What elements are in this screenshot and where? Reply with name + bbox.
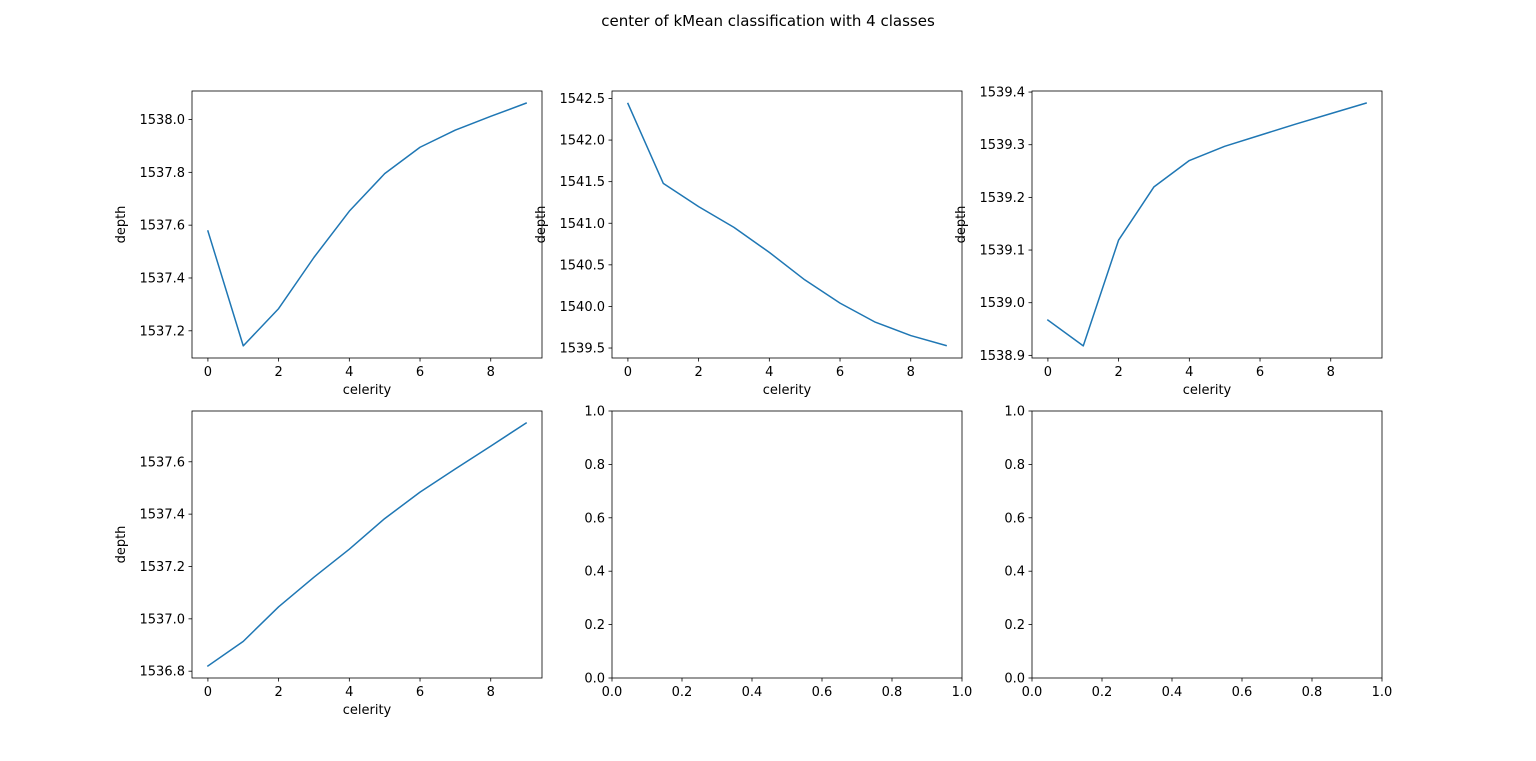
subplot-2: 0 2 4 6 8 1539.5 1540.0 1540.5 1541.0 1541.5 1542.… — [534, 90, 963, 398]
axes-frame — [1031, 90, 1383, 359]
y-tick-label: 1537.0 — [140, 612, 186, 627]
series-line — [206, 422, 528, 668]
x-tick-label: 0.4 — [742, 685, 763, 700]
x-tick-label: 6 — [416, 685, 424, 700]
y-tick-label: 1540.5 — [560, 258, 606, 273]
y-tick-label: 1537.2 — [140, 560, 186, 575]
y-tick-label: 0.6 — [1004, 511, 1025, 526]
y-tick-label: 0.8 — [584, 458, 605, 473]
y-tick-label: 1.0 — [584, 405, 605, 420]
subplots: 0 2 4 6 8 1537.2 1537.4 1537.6 1537.8 1538.0 celer… — [114, 86, 1392, 718]
y-tick-label: 0.4 — [584, 565, 605, 580]
x-axis-label: celerity — [343, 703, 392, 718]
x-axis-label: celerity — [1183, 383, 1232, 398]
figure-title: center of kMean classification with 4 cl… — [601, 12, 935, 30]
x-tick-label: 0 — [1044, 365, 1052, 380]
y-tick-label: 1537.4 — [140, 508, 186, 523]
y-tick-label: 1537.4 — [140, 271, 186, 286]
axes-frame — [1031, 410, 1383, 679]
series-line — [206, 102, 528, 347]
x-tick-label: 0 — [624, 365, 632, 380]
x-tick-label: 0.0 — [602, 685, 623, 700]
subplot-1: 0 2 4 6 8 1537.2 1537.4 1537.6 1537.8 1538.0 celer… — [114, 90, 543, 398]
y-tick-label: 1.0 — [1004, 405, 1025, 420]
x-tick-label: 0.6 — [812, 685, 833, 700]
x-tick-label: 0.2 — [672, 685, 693, 700]
subplot-5: 0.0 0.2 0.4 0.6 0.8 1.0 0.0 0.2 0.4 0.6 0.8 1.0 — [584, 405, 972, 701]
x-tick-label: 0.8 — [882, 685, 903, 700]
x-tick-label: 2 — [274, 365, 282, 380]
y-tick-label: 1539.4 — [980, 86, 1026, 101]
y-tick-label: 0.6 — [584, 511, 605, 526]
y-axis-label: depth — [954, 206, 969, 244]
x-tick-label: 6 — [836, 365, 844, 380]
x-tick-label: 4 — [1185, 365, 1193, 380]
y-tick-label: 1539.3 — [980, 138, 1026, 153]
y-tick-label: 1541.0 — [560, 217, 606, 232]
x-tick-label: 8 — [487, 685, 495, 700]
x-tick-label: 0 — [204, 365, 212, 380]
y-tick-label: 0.8 — [1004, 458, 1025, 473]
y-tick-label: 1542.5 — [560, 92, 606, 107]
y-tick-label: 1538.9 — [980, 349, 1026, 364]
y-tick-label: 0.0 — [1004, 672, 1025, 687]
x-tick-label: 4 — [765, 365, 773, 380]
x-tick-label: 2 — [274, 685, 282, 700]
x-tick-label: 8 — [907, 365, 915, 380]
y-tick-label: 1541.5 — [560, 175, 606, 190]
x-tick-label: 0 — [204, 685, 212, 700]
x-axis-label: celerity — [763, 383, 812, 398]
y-tick-label: 1540.0 — [560, 300, 606, 315]
x-tick-label: 4 — [345, 685, 353, 700]
x-tick-label: 2 — [1114, 365, 1122, 380]
x-tick-label: 2 — [694, 365, 702, 380]
y-tick-label: 1537.6 — [140, 219, 186, 234]
y-tick-label: 1539.1 — [980, 244, 1026, 259]
y-tick-label: 1536.8 — [140, 665, 186, 680]
y-axis-label: depth — [114, 206, 129, 244]
x-tick-label: 0.0 — [1022, 685, 1043, 700]
x-tick-label: 0.2 — [1092, 685, 1113, 700]
x-tick-label: 0.8 — [1302, 685, 1323, 700]
y-tick-label: 1538.0 — [140, 113, 186, 128]
x-tick-label: 1.0 — [952, 685, 973, 700]
x-axis-label: celerity — [343, 383, 392, 398]
x-tick-label: 8 — [1327, 365, 1335, 380]
x-tick-label: 6 — [1256, 365, 1264, 380]
subplot-3: 0 2 4 6 8 1538.9 1539.0 1539.1 1539.2 1539.3 1539.… — [954, 86, 1383, 398]
x-tick-label: 4 — [345, 365, 353, 380]
y-tick-label: 1539.2 — [980, 191, 1026, 206]
x-tick-label: 1.0 — [1372, 685, 1393, 700]
subplot-4: 0 2 4 6 8 1536.8 1537.0 1537.2 1537.4 1537.6 celer… — [114, 410, 543, 718]
y-tick-label: 1537.2 — [140, 324, 186, 339]
x-tick-label: 0.6 — [1232, 685, 1253, 700]
y-tick-label: 0.0 — [584, 672, 605, 687]
axes-frame — [611, 90, 963, 359]
axes-frame — [191, 410, 543, 679]
x-tick-label: 6 — [416, 365, 424, 380]
x-tick-label: 8 — [487, 365, 495, 380]
y-tick-label: 1537.6 — [140, 455, 186, 470]
y-axis-label: depth — [114, 526, 129, 564]
axes-frame — [191, 90, 543, 359]
subplot-6: 0.0 0.2 0.4 0.6 0.8 1.0 0.0 0.2 0.4 0.6 0.8 1.0 — [1004, 405, 1392, 701]
y-tick-label: 1542.0 — [560, 134, 606, 149]
y-axis-label: depth — [534, 206, 549, 244]
x-tick-label: 0.4 — [1162, 685, 1183, 700]
y-tick-label: 0.2 — [1004, 618, 1025, 633]
y-tick-label: 1539.5 — [560, 342, 606, 357]
y-tick-label: 1537.8 — [140, 166, 186, 181]
axes-frame — [611, 410, 963, 679]
y-tick-label: 1539.0 — [980, 296, 1026, 311]
series-line — [626, 102, 948, 347]
y-tick-label: 0.4 — [1004, 565, 1025, 580]
series-line — [1046, 102, 1368, 347]
y-tick-label: 0.2 — [584, 618, 605, 633]
